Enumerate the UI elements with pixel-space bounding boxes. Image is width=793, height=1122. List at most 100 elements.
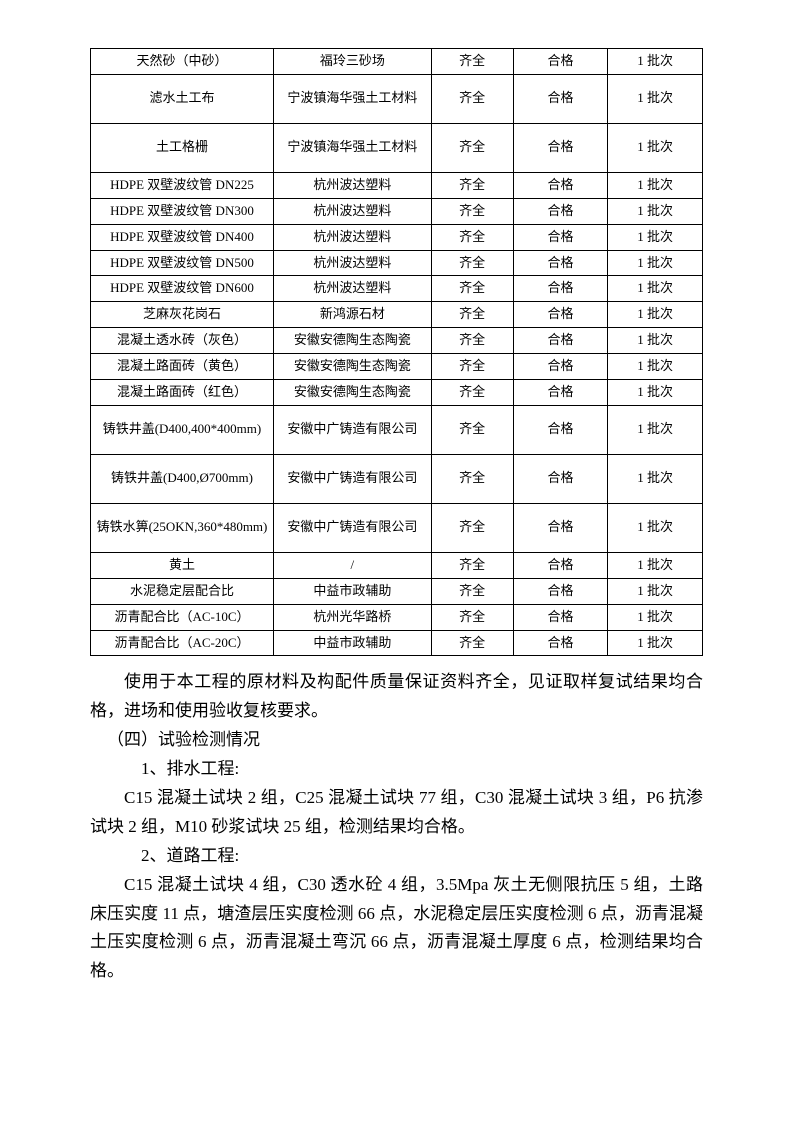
table-cell: 齐全 [431, 224, 513, 250]
table-cell: 合格 [513, 302, 608, 328]
table-cell: 铸铁井盖(D400,Ø700mm) [91, 454, 274, 503]
materials-table: 天然砂（中砂）福玲三砂场齐全合格1 批次滤水土工布宁波镇海华强土工材料齐全合格1… [90, 48, 703, 656]
table-cell: HDPE 双壁波纹管 DN600 [91, 276, 274, 302]
table-cell: 新鸿源石材 [273, 302, 431, 328]
table-cell: / [273, 552, 431, 578]
table-row: 黄土/齐全合格1 批次 [91, 552, 703, 578]
table-cell: 1 批次 [608, 250, 703, 276]
table-cell: 沥青配合比（AC-10C） [91, 604, 274, 630]
table-cell: 1 批次 [608, 454, 703, 503]
table-row: 混凝土路面砖（黄色）安徽安德陶生态陶瓷齐全合格1 批次 [91, 354, 703, 380]
table-cell: 齐全 [431, 328, 513, 354]
table-cell: 杭州波达塑料 [273, 172, 431, 198]
table-cell: 合格 [513, 354, 608, 380]
table-cell: 1 批次 [608, 198, 703, 224]
table-row: 铸铁井盖(D400,400*400mm)安徽中广铸造有限公司齐全合格1 批次 [91, 405, 703, 454]
table-cell: HDPE 双壁波纹管 DN500 [91, 250, 274, 276]
table-cell: 合格 [513, 604, 608, 630]
table-cell: HDPE 双壁波纹管 DN300 [91, 198, 274, 224]
table-cell: 安徽中广铸造有限公司 [273, 405, 431, 454]
table-cell: 混凝土透水砖（灰色） [91, 328, 274, 354]
table-cell: 铸铁井盖(D400,400*400mm) [91, 405, 274, 454]
table-cell: 天然砂（中砂） [91, 49, 274, 75]
table-cell: 合格 [513, 578, 608, 604]
table-cell: 1 批次 [608, 74, 703, 123]
table-cell: 1 批次 [608, 503, 703, 552]
table-cell: 混凝土路面砖（红色） [91, 380, 274, 406]
table-row: 铸铁水箅(25OKN,360*480mm)安徽中广铸造有限公司齐全合格1 批次 [91, 503, 703, 552]
table-cell: 铸铁水箅(25OKN,360*480mm) [91, 503, 274, 552]
table-cell: 滤水土工布 [91, 74, 274, 123]
section-heading: （四）试验检测情况 [90, 726, 703, 755]
table-cell: 杭州波达塑料 [273, 250, 431, 276]
table-cell: 福玲三砂场 [273, 49, 431, 75]
table-cell: 齐全 [431, 380, 513, 406]
table-cell: 合格 [513, 172, 608, 198]
table-cell: 合格 [513, 224, 608, 250]
table-row: 滤水土工布宁波镇海华强土工材料齐全合格1 批次 [91, 74, 703, 123]
table-cell: 杭州光华路桥 [273, 604, 431, 630]
table-row: HDPE 双壁波纹管 DN600杭州波达塑料齐全合格1 批次 [91, 276, 703, 302]
table-cell: 合格 [513, 552, 608, 578]
table-cell: 安徽安德陶生态陶瓷 [273, 328, 431, 354]
table-cell: 沥青配合比（AC-20C） [91, 630, 274, 656]
table-cell: 齐全 [431, 250, 513, 276]
table-cell: 齐全 [431, 123, 513, 172]
table-cell: 1 批次 [608, 405, 703, 454]
para-intro: 使用于本工程的原材料及构配件质量保证资料齐全，见证取样复试结果均合格，进场和使用… [90, 668, 703, 726]
table-cell: 1 批次 [608, 123, 703, 172]
table-cell: 合格 [513, 198, 608, 224]
table-cell: 芝麻灰花岗石 [91, 302, 274, 328]
table-cell: 杭州波达塑料 [273, 224, 431, 250]
table-row: 混凝土路面砖（红色）安徽安德陶生态陶瓷齐全合格1 批次 [91, 380, 703, 406]
table-row: HDPE 双壁波纹管 DN225杭州波达塑料齐全合格1 批次 [91, 172, 703, 198]
table-cell: 齐全 [431, 49, 513, 75]
table-cell: 合格 [513, 405, 608, 454]
table-cell: 1 批次 [608, 552, 703, 578]
table-cell: HDPE 双壁波纹管 DN400 [91, 224, 274, 250]
body-text: 使用于本工程的原材料及构配件质量保证资料齐全，见证取样复试结果均合格，进场和使用… [90, 668, 703, 986]
table-row: 水泥稳定层配合比中益市政辅助齐全合格1 批次 [91, 578, 703, 604]
table-cell: 安徽安德陶生态陶瓷 [273, 354, 431, 380]
table-cell: 土工格栅 [91, 123, 274, 172]
table-cell: 齐全 [431, 503, 513, 552]
table-cell: 齐全 [431, 302, 513, 328]
table-row: 芝麻灰花岗石新鸿源石材齐全合格1 批次 [91, 302, 703, 328]
table-cell: 合格 [513, 328, 608, 354]
table-cell: 1 批次 [608, 578, 703, 604]
table-cell: 齐全 [431, 172, 513, 198]
table-cell: 合格 [513, 123, 608, 172]
table-cell: 1 批次 [608, 49, 703, 75]
table-cell: 齐全 [431, 405, 513, 454]
table-cell: 合格 [513, 503, 608, 552]
table-cell: 1 批次 [608, 172, 703, 198]
table-cell: 齐全 [431, 276, 513, 302]
table-cell: 杭州波达塑料 [273, 198, 431, 224]
table-cell: 安徽中广铸造有限公司 [273, 454, 431, 503]
table-cell: 宁波镇海华强土工材料 [273, 74, 431, 123]
table-cell: 齐全 [431, 454, 513, 503]
table-cell: 合格 [513, 630, 608, 656]
table-row: 沥青配合比（AC-20C）中益市政辅助齐全合格1 批次 [91, 630, 703, 656]
table-cell: 水泥稳定层配合比 [91, 578, 274, 604]
table-cell: 1 批次 [608, 354, 703, 380]
table-cell: 合格 [513, 276, 608, 302]
table-row: HDPE 双壁波纹管 DN500杭州波达塑料齐全合格1 批次 [91, 250, 703, 276]
table-cell: 齐全 [431, 552, 513, 578]
table-cell: 1 批次 [608, 380, 703, 406]
table-cell: 合格 [513, 74, 608, 123]
table-cell: 合格 [513, 250, 608, 276]
table-cell: 1 批次 [608, 276, 703, 302]
table-cell: 齐全 [431, 74, 513, 123]
table-cell: 1 批次 [608, 630, 703, 656]
table-cell: HDPE 双壁波纹管 DN225 [91, 172, 274, 198]
table-cell: 齐全 [431, 604, 513, 630]
table-cell: 1 批次 [608, 328, 703, 354]
table-row: 沥青配合比（AC-10C）杭州光华路桥齐全合格1 批次 [91, 604, 703, 630]
table-cell: 1 批次 [608, 302, 703, 328]
table-cell: 齐全 [431, 198, 513, 224]
table-cell: 齐全 [431, 354, 513, 380]
table-row: 混凝土透水砖（灰色）安徽安德陶生态陶瓷齐全合格1 批次 [91, 328, 703, 354]
table-cell: 宁波镇海华强土工材料 [273, 123, 431, 172]
table-cell: 齐全 [431, 578, 513, 604]
